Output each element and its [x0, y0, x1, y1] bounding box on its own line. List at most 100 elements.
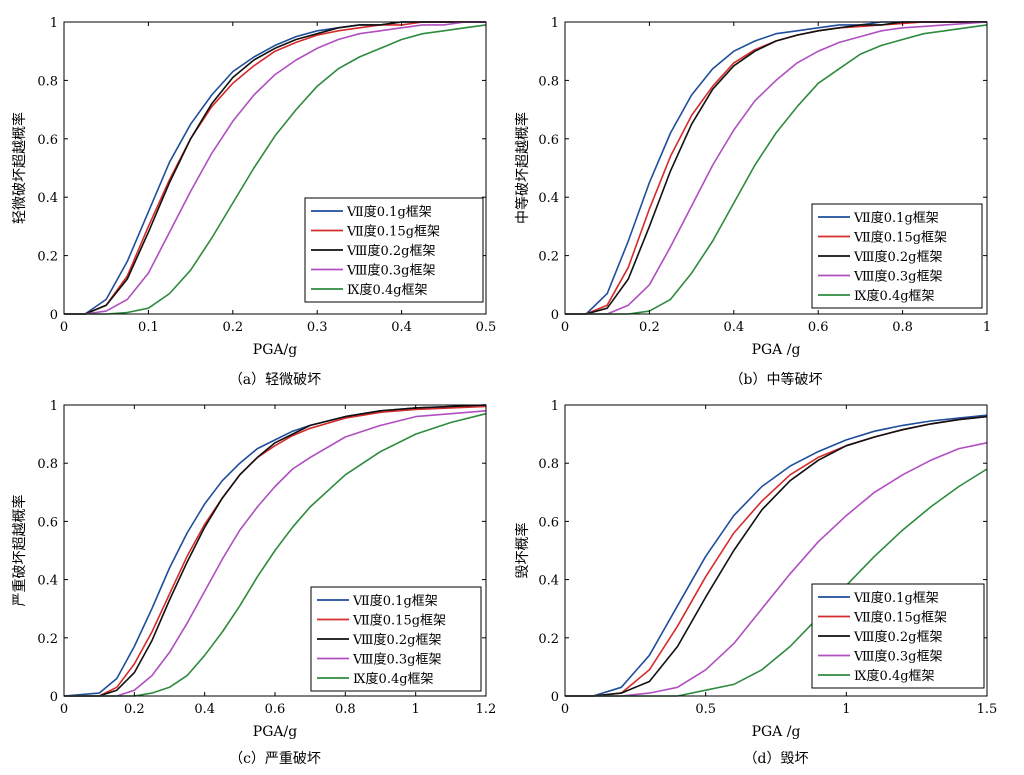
y-tick-label: 1 [551, 399, 559, 414]
chart-panel-1: 0 0.1 0.2 0.3 0.4 0.5 0 0.2 0.4 0.6 0.8 1 PGA/g 轻微破坏超… [11, 16, 496, 388]
x-axis-label: PGA /g [752, 724, 801, 740]
legend-label-4: Ⅷ度0.3g框架 [352, 652, 441, 668]
y-tick-label: 0.2 [37, 632, 58, 647]
y-tick-label: 1 [551, 16, 559, 31]
legend-label-3: Ⅷ度0.2g框架 [853, 249, 942, 265]
x-tick-label: 0.6 [808, 320, 829, 335]
legend-label-5: Ⅸ度0.4g框架 [854, 288, 935, 304]
chart-panel-4: 0 0.5 1 1.5 0 0.2 0.4 0.6 0.8 1 PGA /g 毁坏概率 （d）毁坏 Ⅶ度0… [514, 399, 997, 767]
legend-label-5: Ⅸ度0.4g框架 [347, 282, 428, 298]
y-axis-label: 严重破坏超越概率 [11, 495, 28, 607]
y-tick-label: 0 [551, 308, 559, 323]
legend-label-1: Ⅶ度0.1g框架 [853, 210, 939, 226]
y-tick-label: 0.8 [37, 74, 58, 89]
legend: Ⅶ度0.1g框架 Ⅶ度0.15g框架 Ⅷ度0.2g框架 Ⅷ度0.3g框架 Ⅸ度0.4g框… [811, 203, 983, 309]
y-tick-label: 0.2 [37, 250, 58, 265]
y-tick-label: 0.2 [538, 632, 559, 647]
y-tick-label: 0 [50, 308, 58, 323]
y-tick-label: 0.6 [538, 515, 559, 530]
y-axis-label: 轻微破坏超越概率 [11, 112, 28, 224]
series-line-5 [565, 24, 988, 315]
legend-label-2: Ⅶ度0.15g框架 [346, 224, 440, 240]
y-tick-label: 0.6 [37, 133, 58, 148]
chart-panel-3: 0 0.2 0.4 0.6 0.8 1 1.2 0 0.2 0.4 0.6 0.8 1 PGA/g 严重破坏… [11, 399, 496, 767]
panel-caption: （b）中等破坏 [730, 371, 823, 388]
y-tick-label: 0.8 [538, 74, 559, 89]
legend-label-1: Ⅶ度0.1g框架 [352, 593, 438, 609]
x-tick-label: 0.3 [307, 320, 328, 335]
y-tick-label: 0.4 [37, 574, 58, 589]
x-tick-label: 0 [60, 320, 68, 335]
series-line-1 [565, 414, 988, 697]
panel-caption: （c）严重破坏 [229, 751, 321, 767]
y-tick-label: 0.4 [538, 191, 559, 206]
legend: Ⅶ度0.1g框架 Ⅶ度0.15g框架 Ⅷ度0.2g框架 Ⅷ度0.3g框架 Ⅸ度0.4g框… [304, 197, 484, 303]
y-tick-label: 0.2 [538, 250, 559, 265]
legend-label-4: Ⅷ度0.3g框架 [346, 263, 435, 279]
y-tick-label: 0.4 [37, 191, 58, 206]
y-tick-label: 0.8 [538, 457, 559, 472]
legend: Ⅶ度0.1g框架 Ⅶ度0.15g框架 Ⅷ度0.2g框架 Ⅷ度0.3g框架 Ⅸ度0.4g框… [811, 583, 985, 689]
chart-panel-2: 0 0.2 0.4 0.6 0.8 1 0 0.2 0.4 0.6 0.8 1 PGA /g 中等破坏超越… [514, 16, 991, 388]
x-tick-label: 0.2 [222, 320, 243, 335]
x-tick-label: 0.6 [265, 702, 286, 717]
panel-caption: （d）毁坏 [744, 751, 809, 767]
panel-caption: （a）轻微破坏 [229, 372, 321, 388]
x-tick-label: 0 [561, 320, 569, 335]
x-tick-label: 0.2 [124, 702, 145, 717]
x-tick-label: 0.8 [892, 320, 913, 335]
x-axis-label: PGA/g [253, 342, 297, 358]
legend-label-5: Ⅸ度0.4g框架 [353, 671, 434, 687]
y-tick-label: 1 [50, 16, 58, 31]
legend-label-1: Ⅶ度0.1g框架 [853, 590, 939, 606]
series-line-5 [64, 24, 487, 315]
legend-label-3: Ⅷ度0.2g框架 [352, 632, 441, 648]
legend-label-3: Ⅷ度0.2g框架 [853, 629, 942, 645]
legend-label-3: Ⅷ度0.2g框架 [346, 243, 435, 259]
y-axis-label: 中等破坏超越概率 [514, 112, 531, 224]
x-tick-label: 0 [561, 702, 569, 717]
x-tick-label: 1.2 [476, 702, 497, 717]
plot-frame [564, 21, 988, 315]
x-tick-label: 1 [412, 702, 420, 717]
y-tick-label: 0.4 [538, 574, 559, 589]
x-tick-label: 0.8 [335, 702, 356, 717]
y-tick-label: 0 [50, 690, 58, 705]
legend-label-2: Ⅶ度0.15g框架 [853, 230, 947, 246]
legend-label-2: Ⅶ度0.15g框架 [352, 613, 446, 629]
legend-label-4: Ⅷ度0.3g框架 [853, 649, 942, 665]
x-tick-label: 1.5 [977, 702, 998, 717]
x-tick-label: 0.5 [476, 320, 497, 335]
y-tick-label: 0.8 [37, 457, 58, 472]
x-tick-label: 0.2 [639, 320, 660, 335]
series-line-3 [64, 404, 487, 697]
x-tick-label: 0.4 [391, 320, 412, 335]
plot-frame [63, 21, 487, 315]
series-line-4 [565, 442, 988, 697]
series-line-4 [565, 21, 988, 315]
x-tick-label: 1 [842, 702, 850, 717]
legend-label-1: Ⅶ度0.1g框架 [346, 204, 432, 220]
x-axis-label: PGA /g [752, 342, 801, 358]
series-line-3 [565, 415, 988, 697]
series-line-4 [64, 410, 487, 697]
plot-frame [564, 404, 988, 697]
legend: Ⅶ度0.1g框架 Ⅶ度0.15g框架 Ⅷ度0.2g框架 Ⅷ度0.3g框架 Ⅸ度0.4g框… [310, 586, 482, 692]
y-tick-label: 0.6 [538, 133, 559, 148]
series-line-4 [64, 21, 486, 315]
y-tick-label: 0.6 [37, 515, 58, 530]
x-tick-label: 0 [60, 702, 68, 717]
legend-label-4: Ⅷ度0.3g框架 [853, 269, 942, 285]
x-tick-label: 0.5 [695, 702, 716, 717]
legend-label-5: Ⅸ度0.4g框架 [854, 668, 935, 684]
legend-label-2: Ⅶ度0.15g框架 [853, 610, 947, 626]
x-tick-label: 0.4 [194, 702, 215, 717]
x-axis-label: PGA/g [253, 724, 297, 740]
x-tick-label: 0.4 [723, 320, 744, 335]
x-tick-label: 0.1 [138, 320, 159, 335]
x-tick-label: 1 [983, 320, 991, 335]
y-tick-label: 1 [50, 399, 58, 414]
y-axis-label: 毁坏概率 [514, 523, 531, 579]
series-line-2 [64, 21, 486, 315]
